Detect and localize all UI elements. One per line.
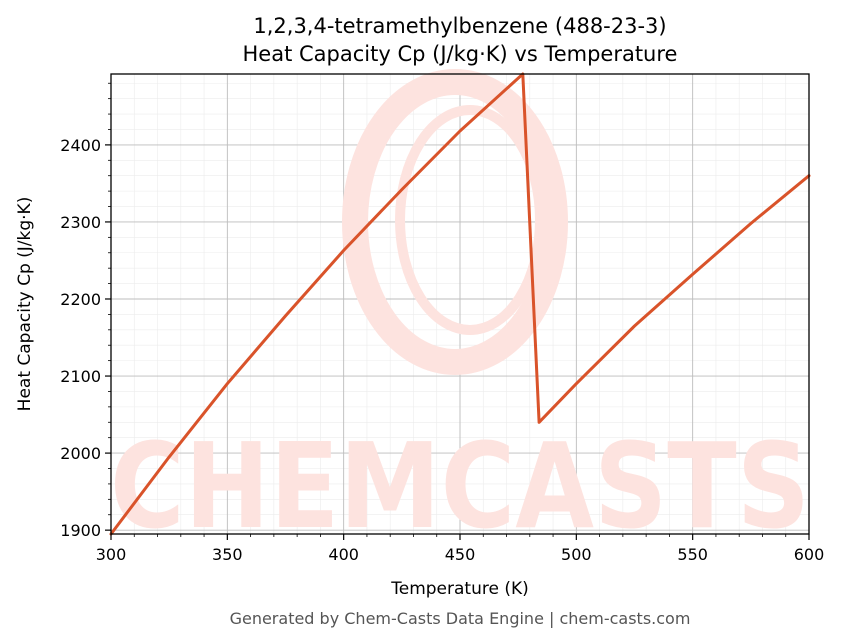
x-tick-label: 350 <box>212 545 243 564</box>
x-tick-label: 300 <box>96 545 127 564</box>
x-axis-ticks: 300 350 400 450 500 550 600 <box>96 534 825 564</box>
x-tick-label: 400 <box>328 545 359 564</box>
chart-subtitle: Heat Capacity Cp (J/kg·K) vs Temperature <box>243 42 678 66</box>
x-axis-label: Temperature (K) <box>390 579 529 599</box>
y-tick-label: 2300 <box>60 213 101 232</box>
x-tick-label: 600 <box>794 545 825 564</box>
heat-capacity-line <box>109 72 811 536</box>
y-tick-label: 1900 <box>60 521 101 540</box>
y-tick-label: 2400 <box>60 136 101 155</box>
y-axis-ticks: 1900 2000 2100 2200 2300 2400 <box>60 82 111 540</box>
y-tick-label: 2200 <box>60 290 101 309</box>
chart-title: 1,2,3,4-tetramethylbenzene (488-23-3) <box>253 14 666 38</box>
x-tick-label: 550 <box>677 545 708 564</box>
watermark-logo-ring-inner <box>395 105 545 335</box>
y-tick-label: 2100 <box>60 367 101 386</box>
watermark-text: CHEMCASTS <box>110 417 810 555</box>
y-tick-label: 2000 <box>60 444 101 463</box>
plot-frame <box>110 73 810 535</box>
y-axis-label: Heat Capacity Cp (J/kg·K) <box>15 197 35 412</box>
chemcasts-watermark: CHEMCASTS <box>110 69 810 555</box>
watermark-logo-ring <box>342 69 568 375</box>
x-tick-label: 450 <box>445 545 476 564</box>
x-tick-label: 500 <box>561 545 592 564</box>
footer-credit: Generated by Chem-Casts Data Engine | ch… <box>230 609 691 628</box>
